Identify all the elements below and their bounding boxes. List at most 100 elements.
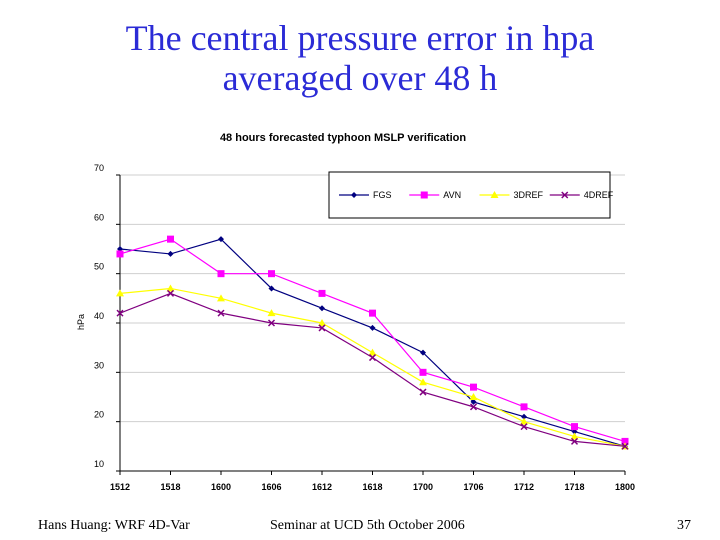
legend-item: 4DREF <box>549 190 614 200</box>
data-point <box>369 309 376 317</box>
x-tick-label: 1800 <box>615 482 635 492</box>
legend-item: AVN <box>409 190 461 200</box>
data-point <box>217 270 225 278</box>
footer-event: Seminar at UCD 5th October 2006 <box>270 518 465 533</box>
y-tick-label: 30 <box>94 360 104 370</box>
data-point <box>490 191 499 198</box>
data-point <box>420 191 428 199</box>
data-point-stroke <box>217 309 225 317</box>
y-tick-label: 20 <box>94 410 104 420</box>
data-point <box>351 192 357 198</box>
data-point <box>419 368 427 376</box>
data-point <box>571 423 578 431</box>
data-point <box>368 354 377 362</box>
series-line <box>119 238 626 442</box>
x-tick-label: 1606 <box>261 482 281 492</box>
x-tick-label: 1612 <box>312 482 332 492</box>
data-point <box>520 403 528 411</box>
data-point <box>570 437 579 445</box>
y-tick-label: 40 <box>94 311 104 321</box>
data-point <box>268 285 275 292</box>
data-point-stroke <box>621 442 629 450</box>
x-tick-label: 1718 <box>564 482 584 492</box>
data-point <box>167 235 174 243</box>
data-point <box>470 383 477 391</box>
y-tick-label: 10 <box>94 459 104 469</box>
y-tick-label: 70 <box>94 163 104 173</box>
data-point <box>267 319 276 327</box>
data-point-stroke <box>267 319 276 327</box>
data-point <box>217 294 225 302</box>
data-point-stroke <box>166 289 175 297</box>
x-tick-label: 1700 <box>413 482 433 492</box>
data-point <box>419 388 427 396</box>
data-point <box>116 289 124 297</box>
slide-title-line-1: The central pressure error in hpa <box>125 18 595 58</box>
series-avn <box>116 235 629 445</box>
data-point <box>520 417 528 425</box>
data-point <box>116 309 124 317</box>
data-point-stroke <box>318 324 326 332</box>
y-tick-label: 50 <box>94 262 104 272</box>
data-point <box>369 324 376 331</box>
data-point-stroke <box>368 354 377 362</box>
y-axis-label: hPa <box>76 314 86 330</box>
y-tick-label: 60 <box>94 212 104 222</box>
data-point <box>420 349 426 356</box>
data-point-stroke <box>469 403 478 411</box>
series-4dref <box>116 289 629 450</box>
data-point <box>469 403 478 411</box>
x-tick-label: 1712 <box>514 482 534 492</box>
legend-label: FGS <box>373 190 392 200</box>
data-point-stroke <box>570 437 579 445</box>
data-point <box>267 309 276 317</box>
data-point <box>470 398 477 405</box>
data-point <box>116 250 124 258</box>
data-point <box>621 442 629 450</box>
data-point <box>218 236 224 243</box>
data-point <box>318 289 326 297</box>
data-point-stroke <box>419 388 427 396</box>
data-point <box>469 393 478 400</box>
series-fgs <box>117 236 628 450</box>
x-tick-label: 1600 <box>211 482 231 492</box>
data-point <box>319 305 325 312</box>
slide-title-line-2: averaged over 48 h <box>222 58 498 98</box>
data-point-stroke <box>116 309 124 317</box>
data-point <box>521 413 527 420</box>
grid-lines <box>120 174 625 472</box>
data-point <box>561 191 569 199</box>
data-point <box>570 432 579 440</box>
chart-title: 48 hours forecasted typhoon MSLP verific… <box>220 132 466 144</box>
data-point-stroke <box>520 423 528 431</box>
data-point <box>166 289 175 297</box>
legend: FGS AVN 3DREF 4DREF <box>328 171 614 219</box>
data-point <box>318 319 326 326</box>
legend-label: AVN <box>443 190 461 200</box>
data-point <box>621 437 629 445</box>
data-point <box>217 309 225 317</box>
data-point <box>419 378 427 386</box>
page-number: 37 <box>677 518 691 533</box>
series-line <box>119 238 626 447</box>
data-point <box>166 284 175 292</box>
x-tick-label: 1706 <box>463 482 483 492</box>
data-point <box>368 348 377 356</box>
data-point <box>268 270 275 278</box>
x-tick-label: 1518 <box>160 482 180 492</box>
x-tick-label: 1512 <box>110 482 130 492</box>
legend-item: 3DREF <box>479 190 544 200</box>
x-tick-label: 1618 <box>362 482 382 492</box>
legend-label: 4DREF <box>584 190 614 200</box>
footer-author: Hans Huang: WRF 4D-Var <box>38 518 190 533</box>
series-lines <box>116 235 629 450</box>
data-point <box>318 324 326 332</box>
slide-title: The central pressure error in hpa averag… <box>0 18 720 98</box>
data-point <box>167 250 174 257</box>
axes: 10 20 30 40 50 60 70 1512 1518 1600 1606 1612 1618 17… <box>94 163 635 492</box>
legend-item: FGS <box>339 190 392 200</box>
data-point <box>520 423 528 431</box>
legend-label: 3DREF <box>514 190 544 200</box>
data-point-stroke <box>561 191 569 199</box>
